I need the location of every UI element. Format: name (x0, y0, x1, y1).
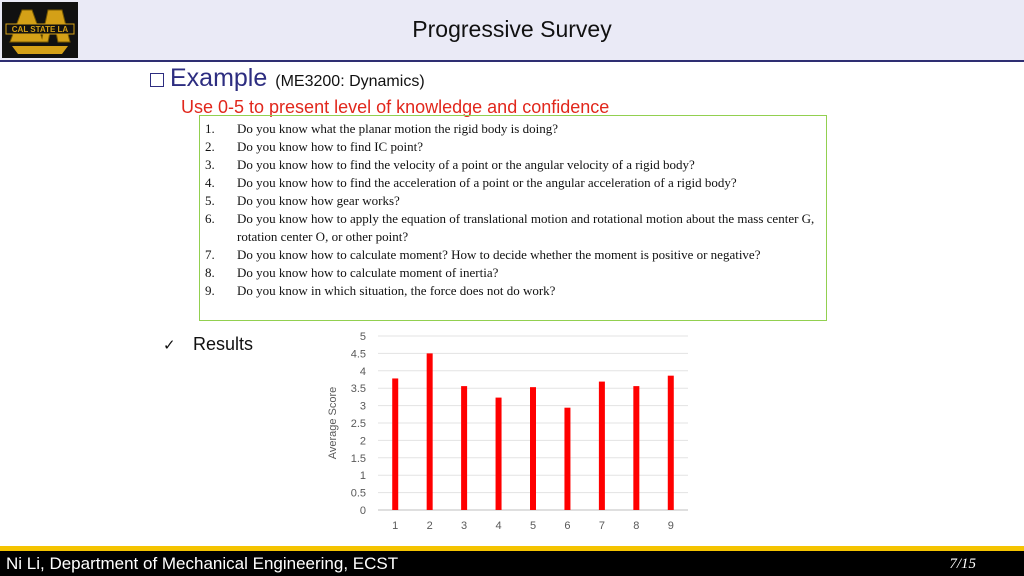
y-axis-label: Average Score (327, 387, 339, 460)
bar-q5 (530, 387, 536, 510)
x-tick-label: 9 (668, 520, 674, 532)
y-tick-label: 0 (360, 505, 366, 517)
question-item: 1. Do you know what the planar motion the… (205, 121, 558, 136)
bar-q4 (495, 397, 502, 510)
example-heading-row: Example (ME3200: Dynamics) (150, 64, 425, 96)
results-label: Results (193, 334, 254, 354)
y-tick-label: 2.5 (351, 418, 366, 430)
bar-q6 (564, 407, 571, 510)
example-heading: Example (170, 64, 268, 92)
question-item: 9. Do you know in which situation, the fo… (205, 283, 556, 298)
y-tick-label: 4 (360, 366, 366, 378)
question-item: 5. Do you know how gear works? (205, 193, 400, 208)
slide-footer: Ni Li, Department of Mechanical Engineer… (0, 551, 1024, 576)
y-tick-label: 4.5 (351, 348, 366, 360)
y-tick-label: 3 (360, 401, 366, 413)
bar-q2 (426, 353, 433, 510)
x-tick-label: 2 (427, 520, 433, 532)
slide-header: CAL STATE LA Progressive Survey (0, 0, 1024, 60)
checkbox-bullet-icon (150, 73, 164, 87)
y-tick-label: 2 (360, 435, 366, 447)
checkmark-icon: ✓ (163, 336, 176, 354)
slide-title: Progressive Survey (412, 16, 612, 42)
x-tick-label: 7 (599, 520, 605, 532)
page-number: 7/15 (949, 556, 976, 572)
average-score-bar-chart: 0 0.5 1 1.5 2 2.5 3 3.5 4 4.5 5 1 2 3 4 5 6 7 8 9 Average Sc… (327, 331, 688, 532)
cal-state-la-logo: CAL STATE LA (2, 2, 78, 58)
footer-author: Ni Li, Department of Mechanical Engineer… (6, 554, 399, 573)
question-item: 7. Do you know how to calculate moment? H… (205, 247, 761, 262)
instruction-text: Use 0-5 to present level of knowledge an… (181, 97, 610, 117)
question-item: 4. Do you know how to find the accelerati… (205, 175, 737, 190)
bar-q3 (461, 386, 468, 510)
y-tick-label: 5 (360, 331, 366, 343)
question-item: 6. Do you know how to apply the equation … (205, 211, 815, 244)
y-tick-label: 3.5 (351, 383, 366, 395)
y-tick-label: 0.5 (351, 488, 366, 500)
y-tick-label: 1.5 (351, 453, 366, 465)
bar-q7 (598, 381, 605, 510)
header-divider (0, 60, 1024, 62)
question-item: 3. Do you know how to find the velocity o… (205, 157, 695, 172)
results-bullet: ✓ Results (163, 334, 253, 355)
x-tick-label: 1 (392, 520, 398, 532)
question-item: 8. Do you know how to calculate moment of… (205, 265, 499, 280)
svg-text:CAL STATE LA: CAL STATE LA (12, 25, 69, 34)
x-tick-label: 8 (633, 520, 639, 532)
question-list-box: 1. Do you know what the planar motion the… (199, 115, 827, 321)
bar-q8 (633, 386, 640, 510)
course-label: (ME3200: Dynamics) (275, 73, 425, 90)
logo-graphic: CAL STATE LA (2, 2, 78, 58)
y-tick-label: 1 (360, 470, 366, 482)
x-tick-label: 6 (564, 520, 570, 532)
x-tick-label: 5 (530, 520, 536, 532)
x-tick-label: 3 (461, 520, 467, 532)
question-item: 2. Do you know how to find IC point? (205, 139, 423, 154)
x-tick-label: 4 (495, 520, 501, 532)
footer-stripe (0, 546, 1024, 551)
bar-q1 (392, 378, 399, 510)
bar-q9 (667, 375, 674, 510)
